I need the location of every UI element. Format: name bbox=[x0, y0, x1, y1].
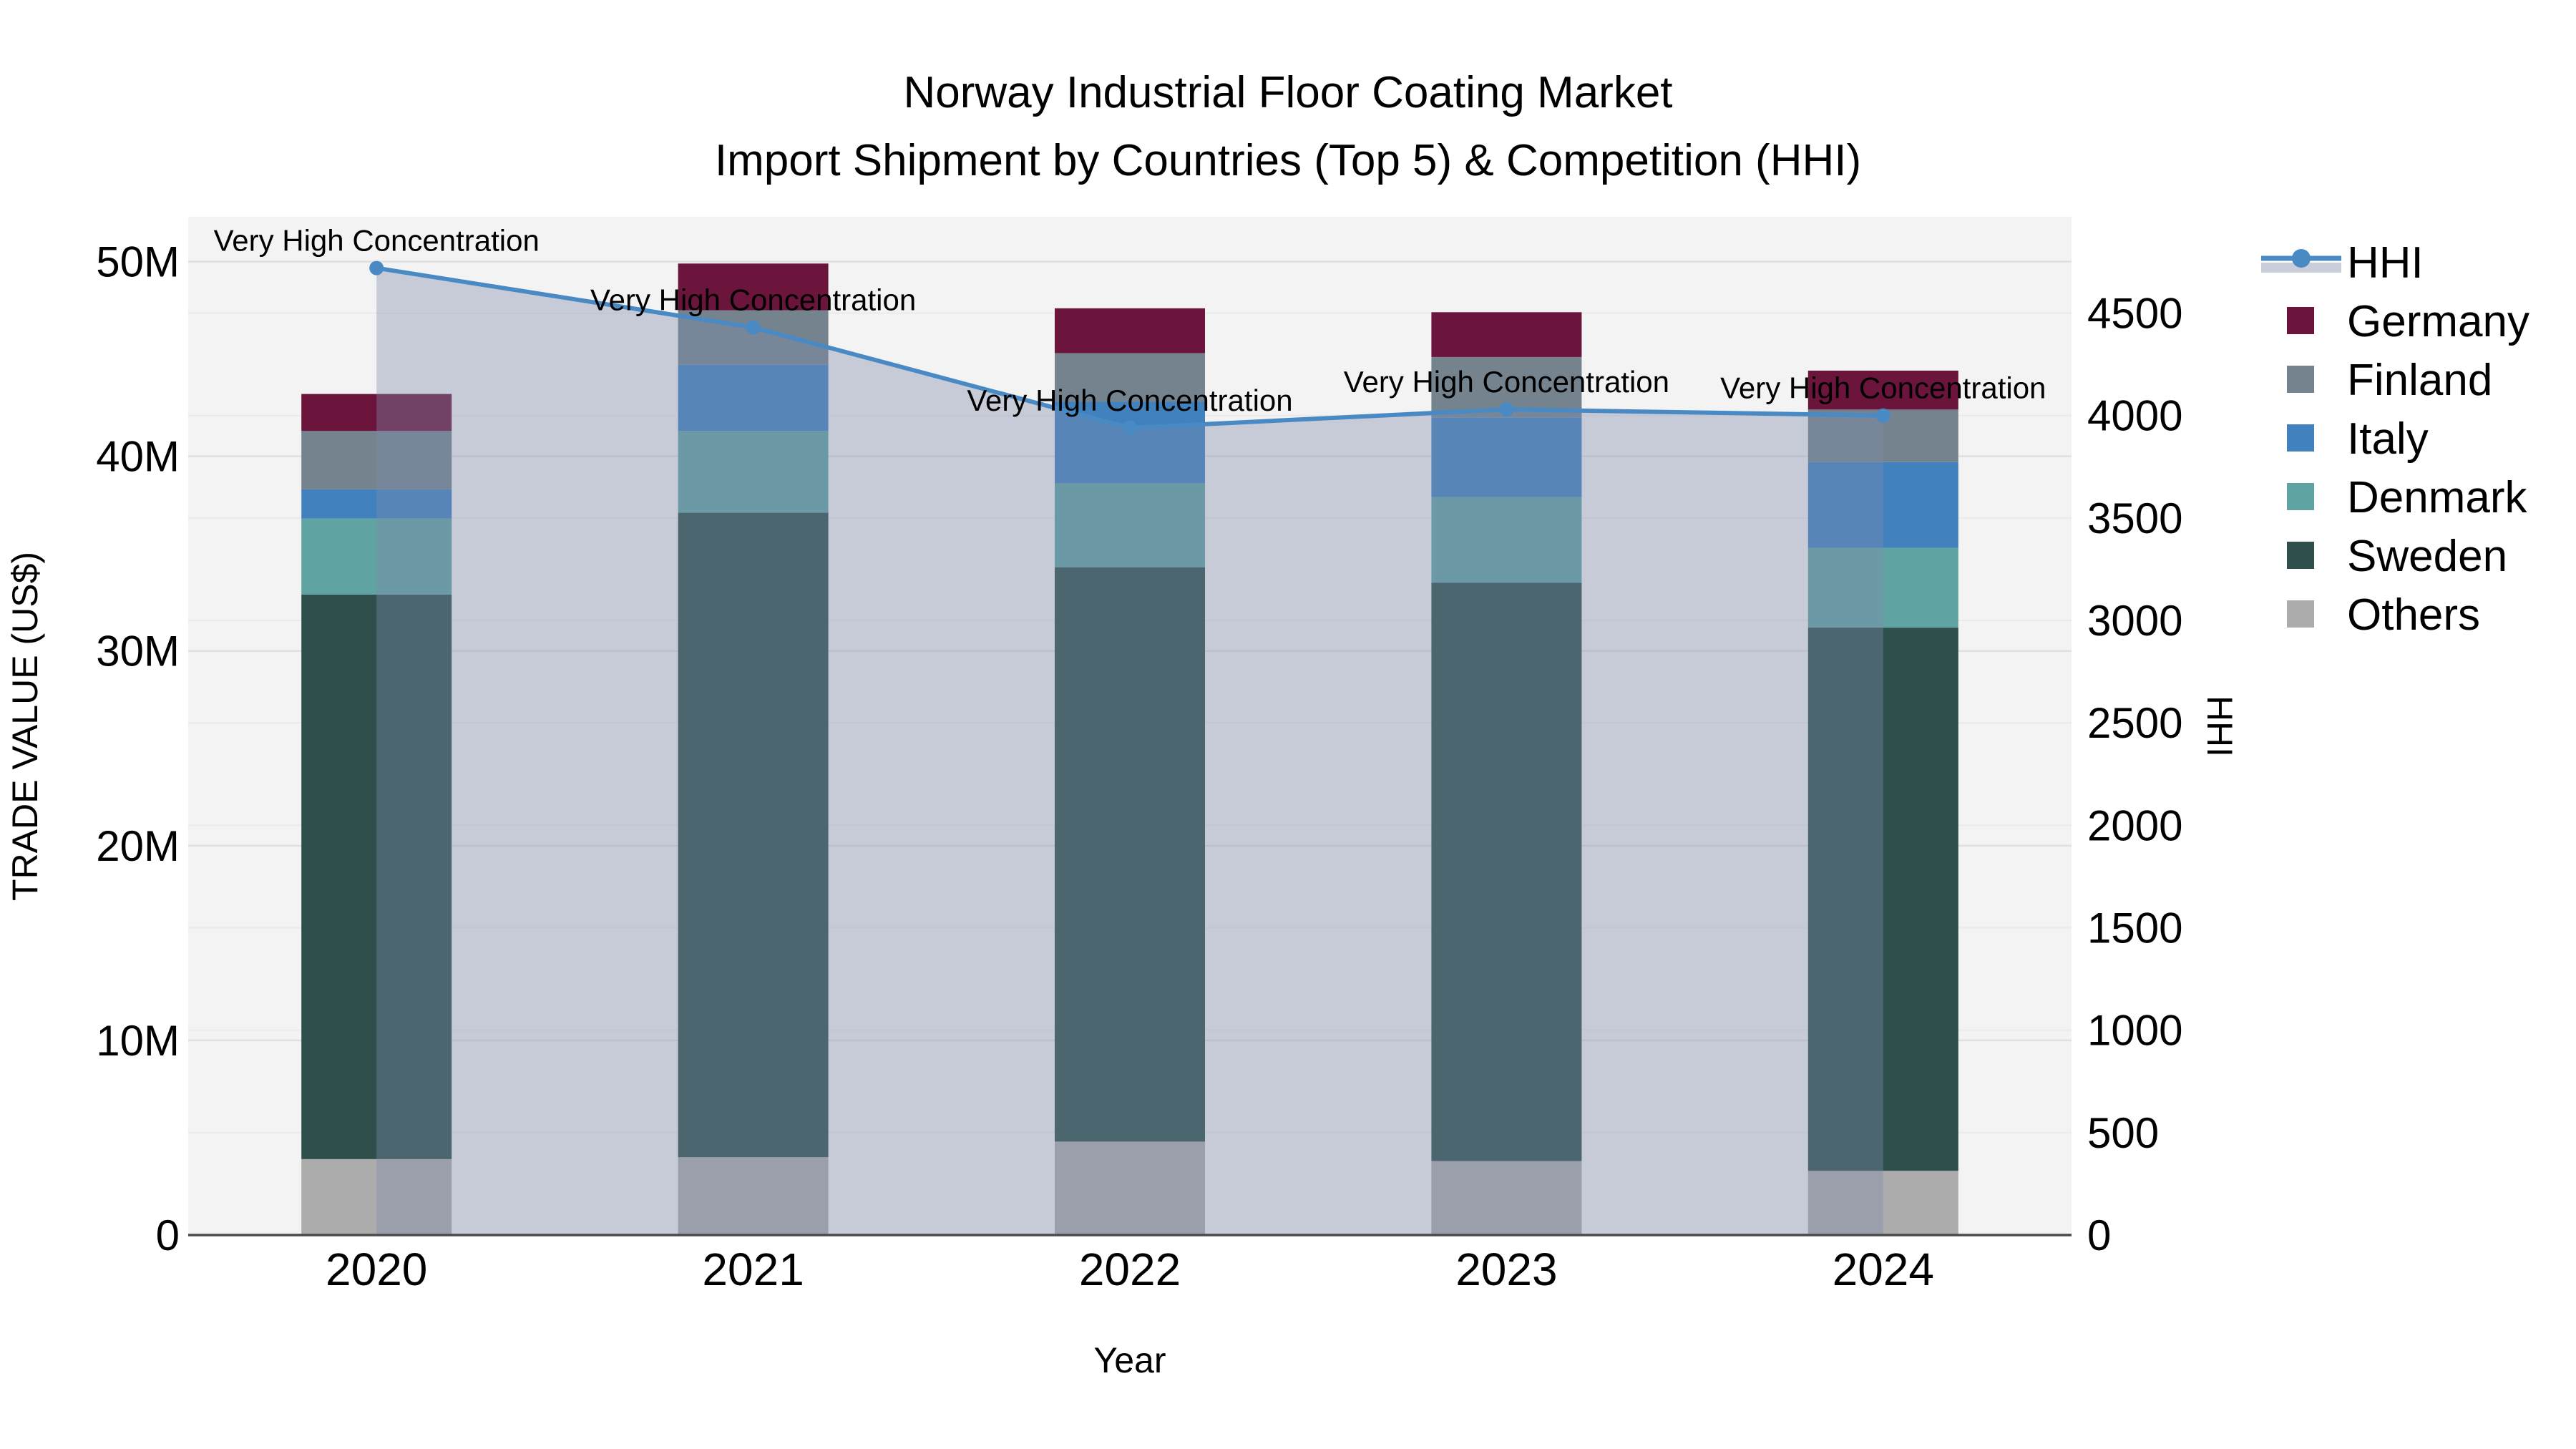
bar-segment-2022-finland[interactable] bbox=[1055, 353, 1205, 402]
legend-item-sweden[interactable]: Sweden bbox=[2287, 532, 2507, 581]
bar-segment-2021-denmark[interactable] bbox=[678, 431, 829, 513]
legend-label-germany: Germany bbox=[2347, 297, 2529, 346]
annotation-2020: Very High Concentration bbox=[214, 224, 540, 258]
x-tick-2020: 2020 bbox=[326, 1244, 427, 1295]
bar-segment-2023-germany[interactable] bbox=[1431, 312, 1582, 357]
bar-segment-2021-germany[interactable] bbox=[678, 263, 829, 311]
bar-segment-2023-denmark[interactable] bbox=[1431, 497, 1582, 583]
y-right-tick-0: 0 bbox=[2087, 1211, 2111, 1259]
bar-segment-2024-italy[interactable] bbox=[1807, 462, 1958, 548]
legend-label-hhi: HHI bbox=[2347, 238, 2424, 288]
y-left-tick-40M: 40M bbox=[96, 433, 180, 481]
y-right-tick-500: 500 bbox=[2087, 1109, 2159, 1157]
bar-segment-2024-sweden[interactable] bbox=[1807, 628, 1958, 1171]
y-left-tick-30M: 30M bbox=[96, 628, 180, 675]
y-left-tick-0: 0 bbox=[156, 1211, 180, 1259]
hhi-area-fill bbox=[376, 268, 1883, 1235]
bar-segment-2023-sweden[interactable] bbox=[1431, 582, 1582, 1161]
hhi-point-2020[interactable] bbox=[369, 260, 384, 275]
chart-title-line2: Import Shipment by Countries (Top 5) & C… bbox=[715, 136, 1861, 185]
x-tick-2023: 2023 bbox=[1455, 1244, 1557, 1295]
y-right-tick-2500: 2500 bbox=[2087, 699, 2182, 747]
stacked-bars bbox=[301, 263, 1958, 1235]
legend: HHI Germany Finland Italy Denmark Sweden Other… bbox=[2261, 238, 2529, 640]
annotation-2024: Very High Concentration bbox=[1720, 371, 2046, 405]
legend-swatch-others bbox=[2287, 600, 2314, 628]
legend-label-italy: Italy bbox=[2347, 414, 2429, 464]
bar-segment-2023-italy[interactable] bbox=[1431, 417, 1582, 497]
hhi-point-2023[interactable] bbox=[1499, 402, 1514, 417]
legend-item-italy[interactable]: Italy bbox=[2287, 414, 2429, 464]
legend-swatch-sweden bbox=[2287, 542, 2314, 569]
legend-swatch-finland bbox=[2287, 366, 2314, 393]
y-right-tick-4500: 4500 bbox=[2087, 290, 2182, 338]
legend-swatch-denmark bbox=[2287, 483, 2314, 510]
bar-segment-2022-others[interactable] bbox=[1055, 1141, 1205, 1235]
y-right-tick-2000: 2000 bbox=[2087, 801, 2182, 849]
legend-swatch-germany bbox=[2287, 307, 2314, 334]
y-left-tick-labels: 0 10M 20M 30M 40M 50M bbox=[96, 238, 180, 1259]
y-right-tick-labels: 0 500 1000 1500 2000 2500 3000 3500 4000 4500 bbox=[2087, 290, 2182, 1259]
y-left-tick-20M: 20M bbox=[96, 822, 180, 870]
y-right-tick-1500: 1500 bbox=[2087, 904, 2182, 952]
chart-title-line1: Norway Industrial Floor Coating Market bbox=[903, 68, 1672, 117]
hhi-point-2021[interactable] bbox=[746, 320, 761, 335]
hhi-point-2022[interactable] bbox=[1123, 420, 1137, 435]
bar-segment-2021-italy[interactable] bbox=[678, 364, 829, 431]
x-axis-title: Year bbox=[1093, 1340, 1166, 1380]
bar-segment-2023-others[interactable] bbox=[1431, 1161, 1582, 1235]
annotation-2023: Very High Concentration bbox=[1344, 365, 1669, 399]
annotation-2022: Very High Concentration bbox=[967, 384, 1292, 417]
bar-segment-2022-germany[interactable] bbox=[1055, 308, 1205, 353]
legend-label-denmark: Denmark bbox=[2347, 473, 2528, 522]
bar-segment-2021-sweden[interactable] bbox=[678, 512, 829, 1158]
y-right-tick-3500: 3500 bbox=[2087, 494, 2182, 542]
x-tick-2021: 2021 bbox=[702, 1244, 804, 1295]
y-left-tick-10M: 10M bbox=[96, 1017, 180, 1065]
x-tick-labels: 2020 2021 2022 2023 2024 bbox=[326, 1244, 1934, 1295]
hhi-point-2024[interactable] bbox=[1875, 408, 1890, 423]
hhi-area bbox=[376, 268, 1883, 1235]
hhi-line-series bbox=[369, 260, 1890, 435]
x-tick-2024: 2024 bbox=[1833, 1244, 1934, 1295]
bar-segment-2020-denmark[interactable] bbox=[301, 518, 452, 595]
legend-item-hhi[interactable]: HHI bbox=[2261, 238, 2424, 288]
legend-label-finland: Finland bbox=[2347, 356, 2492, 405]
y-right-tick-1000: 1000 bbox=[2087, 1007, 2182, 1055]
legend-item-denmark[interactable]: Denmark bbox=[2287, 473, 2528, 522]
y-left-tick-50M: 50M bbox=[96, 238, 180, 286]
y-right-tick-3000: 3000 bbox=[2087, 597, 2182, 645]
legend-item-germany[interactable]: Germany bbox=[2287, 297, 2529, 346]
bar-segment-2020-others[interactable] bbox=[301, 1158, 452, 1235]
annotation-2021: Very High Concentration bbox=[590, 283, 916, 317]
legend-label-sweden: Sweden bbox=[2347, 532, 2507, 581]
bar-segment-2022-denmark[interactable] bbox=[1055, 483, 1205, 567]
legend-item-finland[interactable]: Finland bbox=[2287, 356, 2492, 405]
y-left-axis-title: TRADE VALUE (US$) bbox=[5, 552, 45, 901]
bar-segment-2021-others[interactable] bbox=[678, 1157, 829, 1235]
x-tick-2022: 2022 bbox=[1079, 1244, 1181, 1295]
bar-segment-2020-sweden[interactable] bbox=[301, 594, 452, 1159]
y-right-axis-title: HHI bbox=[2200, 696, 2240, 757]
legend-hhi-marker-icon bbox=[2292, 249, 2311, 268]
bar-segment-2024-denmark[interactable] bbox=[1807, 547, 1958, 628]
bar-segment-2024-others[interactable] bbox=[1807, 1171, 1958, 1235]
legend-swatch-italy bbox=[2287, 424, 2314, 452]
bar-segment-2022-sweden[interactable] bbox=[1055, 567, 1205, 1142]
bar-segment-2020-italy[interactable] bbox=[301, 489, 452, 519]
bar-segment-2024-germany[interactable] bbox=[1807, 370, 1958, 410]
bar-segment-2020-finland[interactable] bbox=[301, 431, 452, 489]
bar-segment-2020-germany[interactable] bbox=[301, 394, 452, 431]
annotations: Very High Concentration Very High Concent… bbox=[214, 224, 2046, 417]
legend-label-others: Others bbox=[2347, 590, 2480, 640]
y-right-tick-4000: 4000 bbox=[2087, 392, 2182, 440]
legend-item-others[interactable]: Others bbox=[2287, 590, 2480, 640]
